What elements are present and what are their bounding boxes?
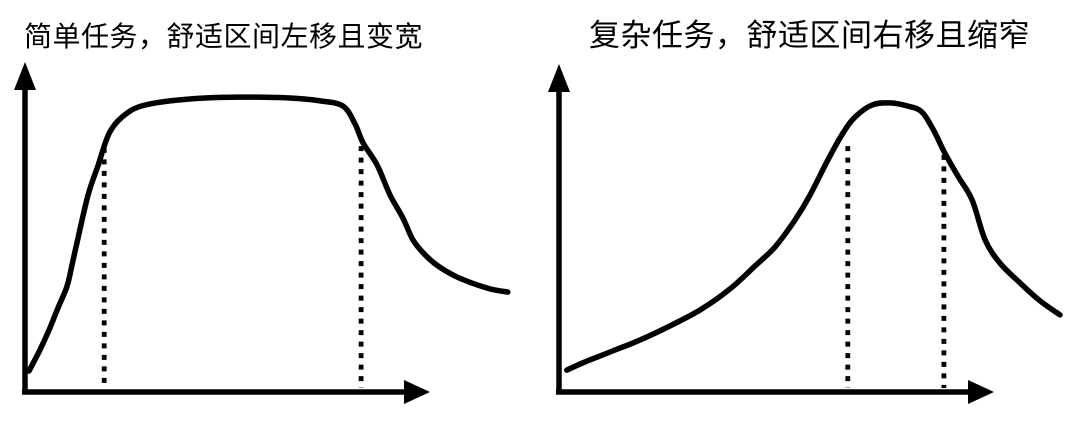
complex-task-chart-axes [548,64,994,404]
simple-task-x-axis-arrow-icon [404,380,430,404]
complex-task-chart-plot [564,100,1063,388]
simple-task-chart-axes [14,62,430,404]
curve-line [26,94,511,374]
chart-title-complex-task: 复杂任务，舒适区间右移且缩窄 [589,18,1030,54]
simple-task-y-axis-arrow-icon [14,62,36,90]
complex-task-x-axis-arrow-icon [968,380,994,404]
complex-task-y-axis-arrow-icon [548,64,570,92]
simple-task-chart-plot [26,94,511,388]
curve-line [564,100,1063,373]
chart-title-simple-task: 简单任务，舒适区间左移且变宽 [24,20,424,53]
